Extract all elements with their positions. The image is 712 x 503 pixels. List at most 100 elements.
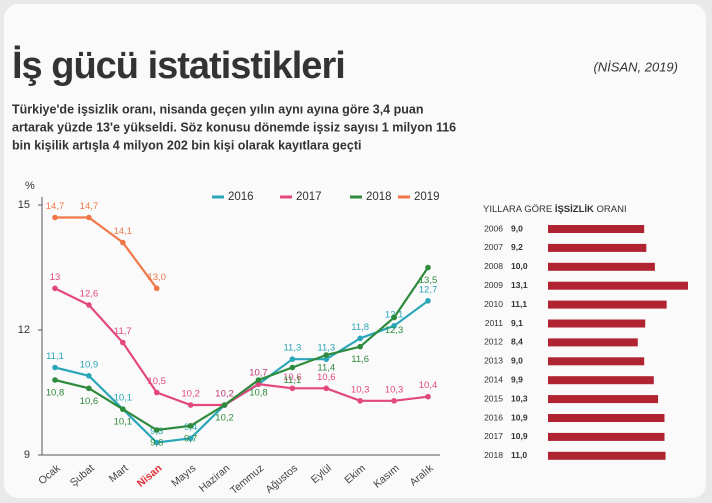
- bar: [548, 395, 659, 404]
- point: [323, 352, 330, 358]
- page-title: İş gücü istatistikleri: [12, 45, 345, 87]
- point: [86, 302, 92, 308]
- value-label: 9,1: [511, 318, 523, 328]
- value-label: 8,4: [511, 337, 523, 347]
- y-tick-label: 2010: [484, 299, 503, 309]
- value-label: 10,3: [511, 393, 528, 403]
- value-label: 9,0: [511, 223, 523, 233]
- bar: [548, 243, 647, 252]
- value-label: 11,1: [46, 351, 64, 362]
- bar: [548, 338, 638, 347]
- point: [425, 264, 431, 271]
- value-label: 10,7: [249, 368, 268, 379]
- y-tick-label: 9: [24, 449, 30, 461]
- value-label: 13,5: [419, 275, 438, 286]
- point: [120, 339, 126, 346]
- point: [391, 314, 397, 321]
- value-label: 9,2: [511, 242, 523, 252]
- y-tick-label: 2012: [484, 337, 503, 347]
- intro-line: bin kişilik artışla 4 milyon 202 bin kiş…: [12, 138, 361, 152]
- value-label: 14,1: [114, 226, 133, 237]
- point: [187, 435, 194, 442]
- y-tick-label: 2011: [485, 318, 504, 328]
- value-label: 12,3: [385, 325, 404, 336]
- title-part: İŞSİZLİK: [555, 204, 594, 215]
- value-label: 10,2: [215, 413, 234, 424]
- bar: [548, 262, 655, 271]
- value-label: 10,3: [351, 384, 370, 395]
- y-tick-label: 2008: [484, 261, 503, 271]
- value-label: 10,2: [181, 389, 200, 400]
- series-line: [55, 216, 158, 289]
- point: [153, 427, 160, 433]
- legend-label: 2019: [414, 191, 440, 203]
- value-label: 11,4: [317, 363, 335, 374]
- value-label: 10,9: [511, 431, 528, 441]
- value-label: 9,6: [150, 438, 163, 449]
- point: [120, 406, 126, 412]
- value-label: 10,8: [46, 388, 65, 399]
- point: [187, 402, 194, 408]
- point: [255, 377, 262, 383]
- value-label: 12,7: [419, 284, 438, 295]
- bar: [548, 432, 665, 441]
- value-label: 10,4: [419, 380, 438, 391]
- y-tick-label: 2018: [484, 450, 503, 460]
- value-label: 11,6: [351, 354, 369, 365]
- point: [289, 356, 296, 362]
- bar-chart-title: YILLARA GÖRE İŞSİZLİK ORANI: [483, 204, 627, 215]
- value-label: 11,8: [351, 322, 369, 333]
- value-label: 10,2: [215, 389, 234, 400]
- value-label: 10,7: [249, 368, 268, 379]
- y-tick-label: 2014: [484, 374, 503, 384]
- bar: [548, 300, 667, 309]
- point: [323, 356, 330, 362]
- point: [391, 398, 397, 404]
- value-label: 9,0: [511, 356, 523, 366]
- bar: [548, 451, 666, 460]
- value-label: 10,1: [114, 393, 133, 404]
- value-label: 13,1: [511, 280, 528, 290]
- value-label: 11,3: [317, 343, 335, 354]
- value-label: 10,5: [147, 376, 166, 387]
- value-label: 12,6: [80, 289, 99, 300]
- value-label: 11,1: [283, 375, 301, 386]
- value-label: 11,7: [114, 326, 132, 337]
- value-label: 14,7: [46, 201, 65, 212]
- y-tick-label: 12: [18, 324, 30, 336]
- point: [153, 439, 160, 446]
- point: [153, 389, 160, 396]
- point: [425, 298, 431, 304]
- bar: [548, 319, 646, 328]
- legend-label: 2016: [228, 191, 254, 203]
- y-axis-label: %: [25, 180, 35, 192]
- point: [391, 323, 397, 329]
- legend-label: 2018: [366, 191, 392, 203]
- point: [86, 373, 92, 379]
- point: [86, 385, 92, 392]
- point: [357, 343, 363, 350]
- intro-line: artarak yüzde 13'e yükseldi. Söz konusu …: [12, 120, 456, 134]
- point: [86, 214, 92, 221]
- intro-line: Türkiye'de işsizlik oranı, nisanda geçen…: [12, 102, 423, 116]
- value-label: 10,3: [385, 384, 404, 395]
- y-tick-label: 15: [18, 199, 30, 211]
- value-label: 10,6: [283, 372, 302, 383]
- point: [289, 385, 296, 392]
- point: [357, 398, 363, 404]
- legend-label: 2017: [296, 191, 322, 203]
- series-line: [54, 266, 429, 432]
- point: [255, 381, 262, 387]
- series-line: [54, 287, 429, 407]
- point: [52, 377, 58, 383]
- point: [187, 423, 194, 429]
- y-tick-label: 2015: [484, 393, 503, 403]
- point: [120, 239, 126, 246]
- bar: [548, 281, 688, 290]
- value-label: 11,3: [283, 343, 301, 354]
- value-label: 10,8: [249, 388, 268, 399]
- y-tick-label: 2007: [484, 242, 503, 252]
- value-label: 10,2: [215, 389, 234, 400]
- value-label: 11,0: [511, 450, 527, 460]
